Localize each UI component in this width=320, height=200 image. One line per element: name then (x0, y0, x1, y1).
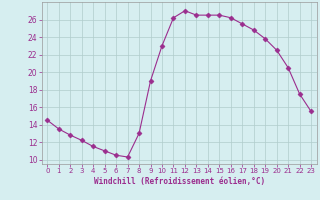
X-axis label: Windchill (Refroidissement éolien,°C): Windchill (Refroidissement éolien,°C) (94, 177, 265, 186)
